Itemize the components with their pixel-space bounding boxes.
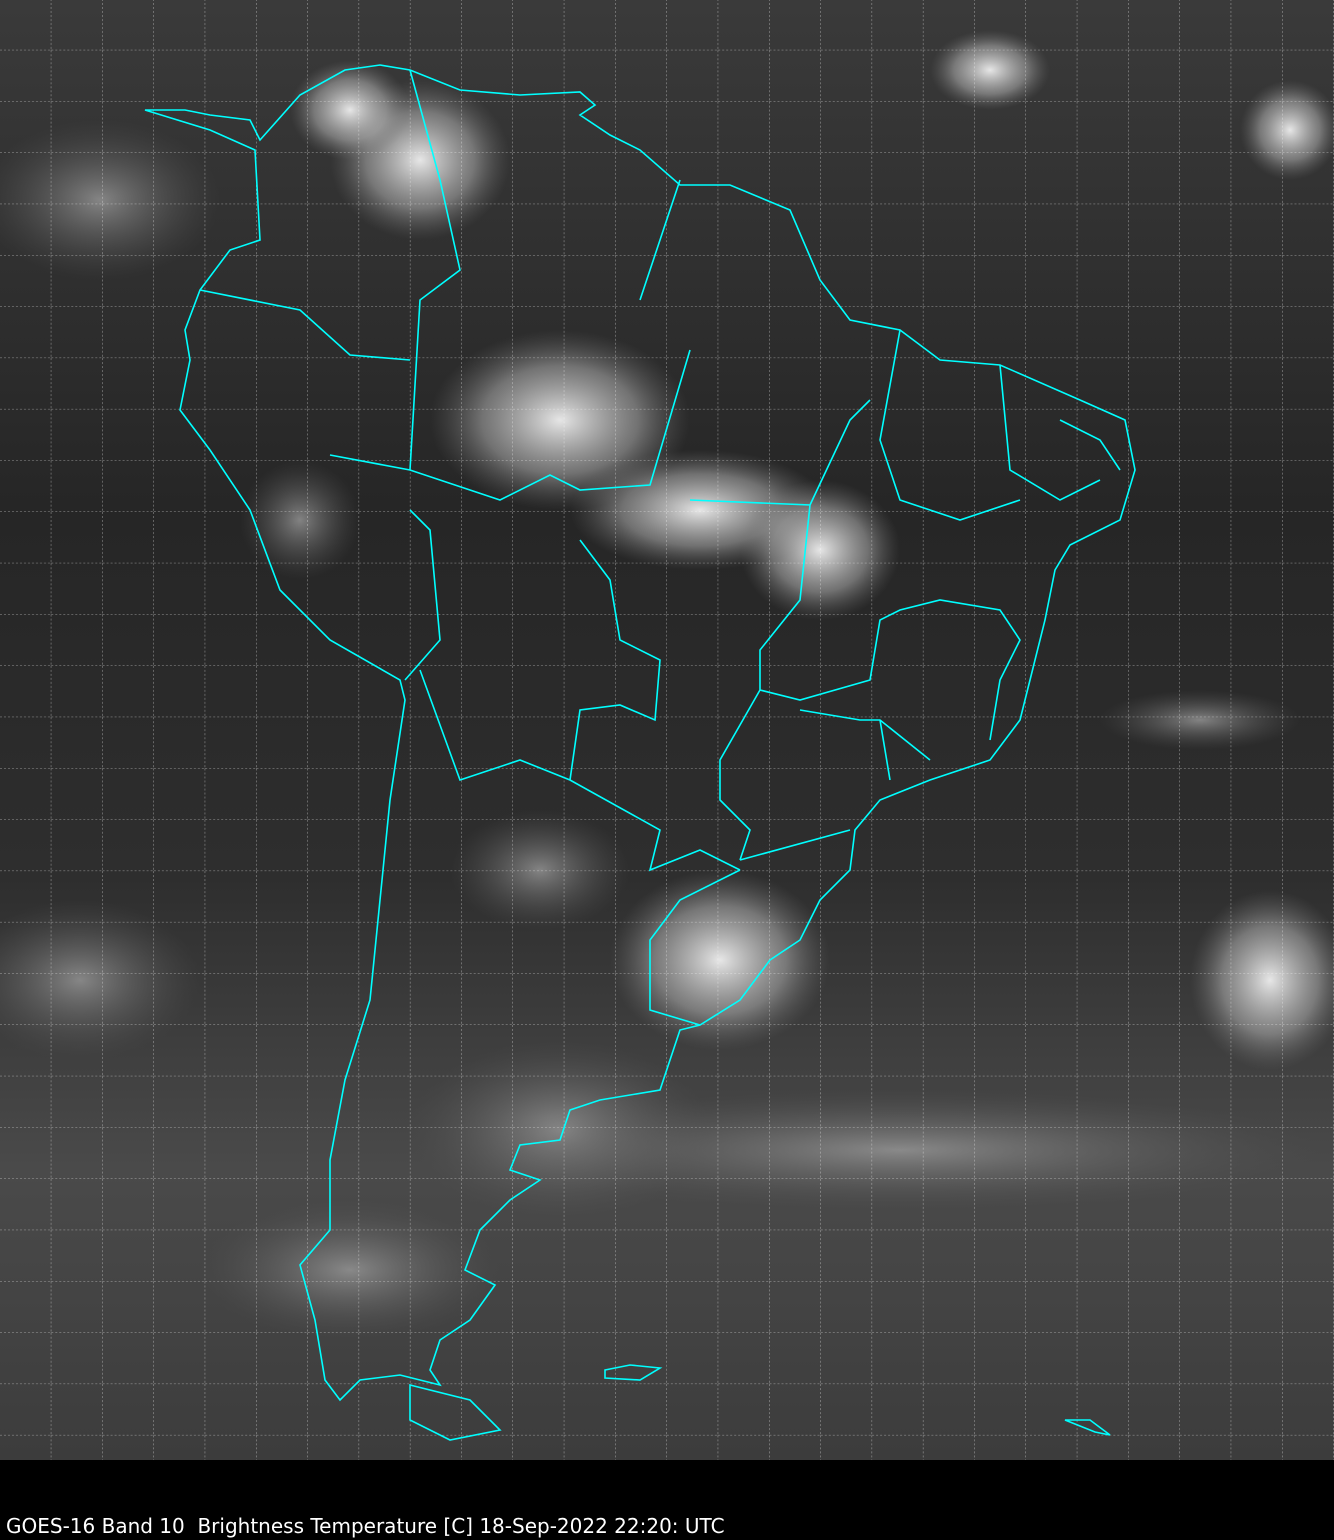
lat-lon-grid: [0, 0, 1334, 1460]
country-borders: [199, 69, 741, 1026]
continent-coastline: [144, 64, 1136, 1402]
boundaries: [144, 64, 1136, 1441]
image-caption: GOES-16 Band 10 Brightness Temperature […: [6, 1514, 725, 1538]
islands: [409, 1364, 1111, 1441]
satellite-image: [0, 0, 1334, 1460]
state-borders: [689, 329, 1121, 861]
